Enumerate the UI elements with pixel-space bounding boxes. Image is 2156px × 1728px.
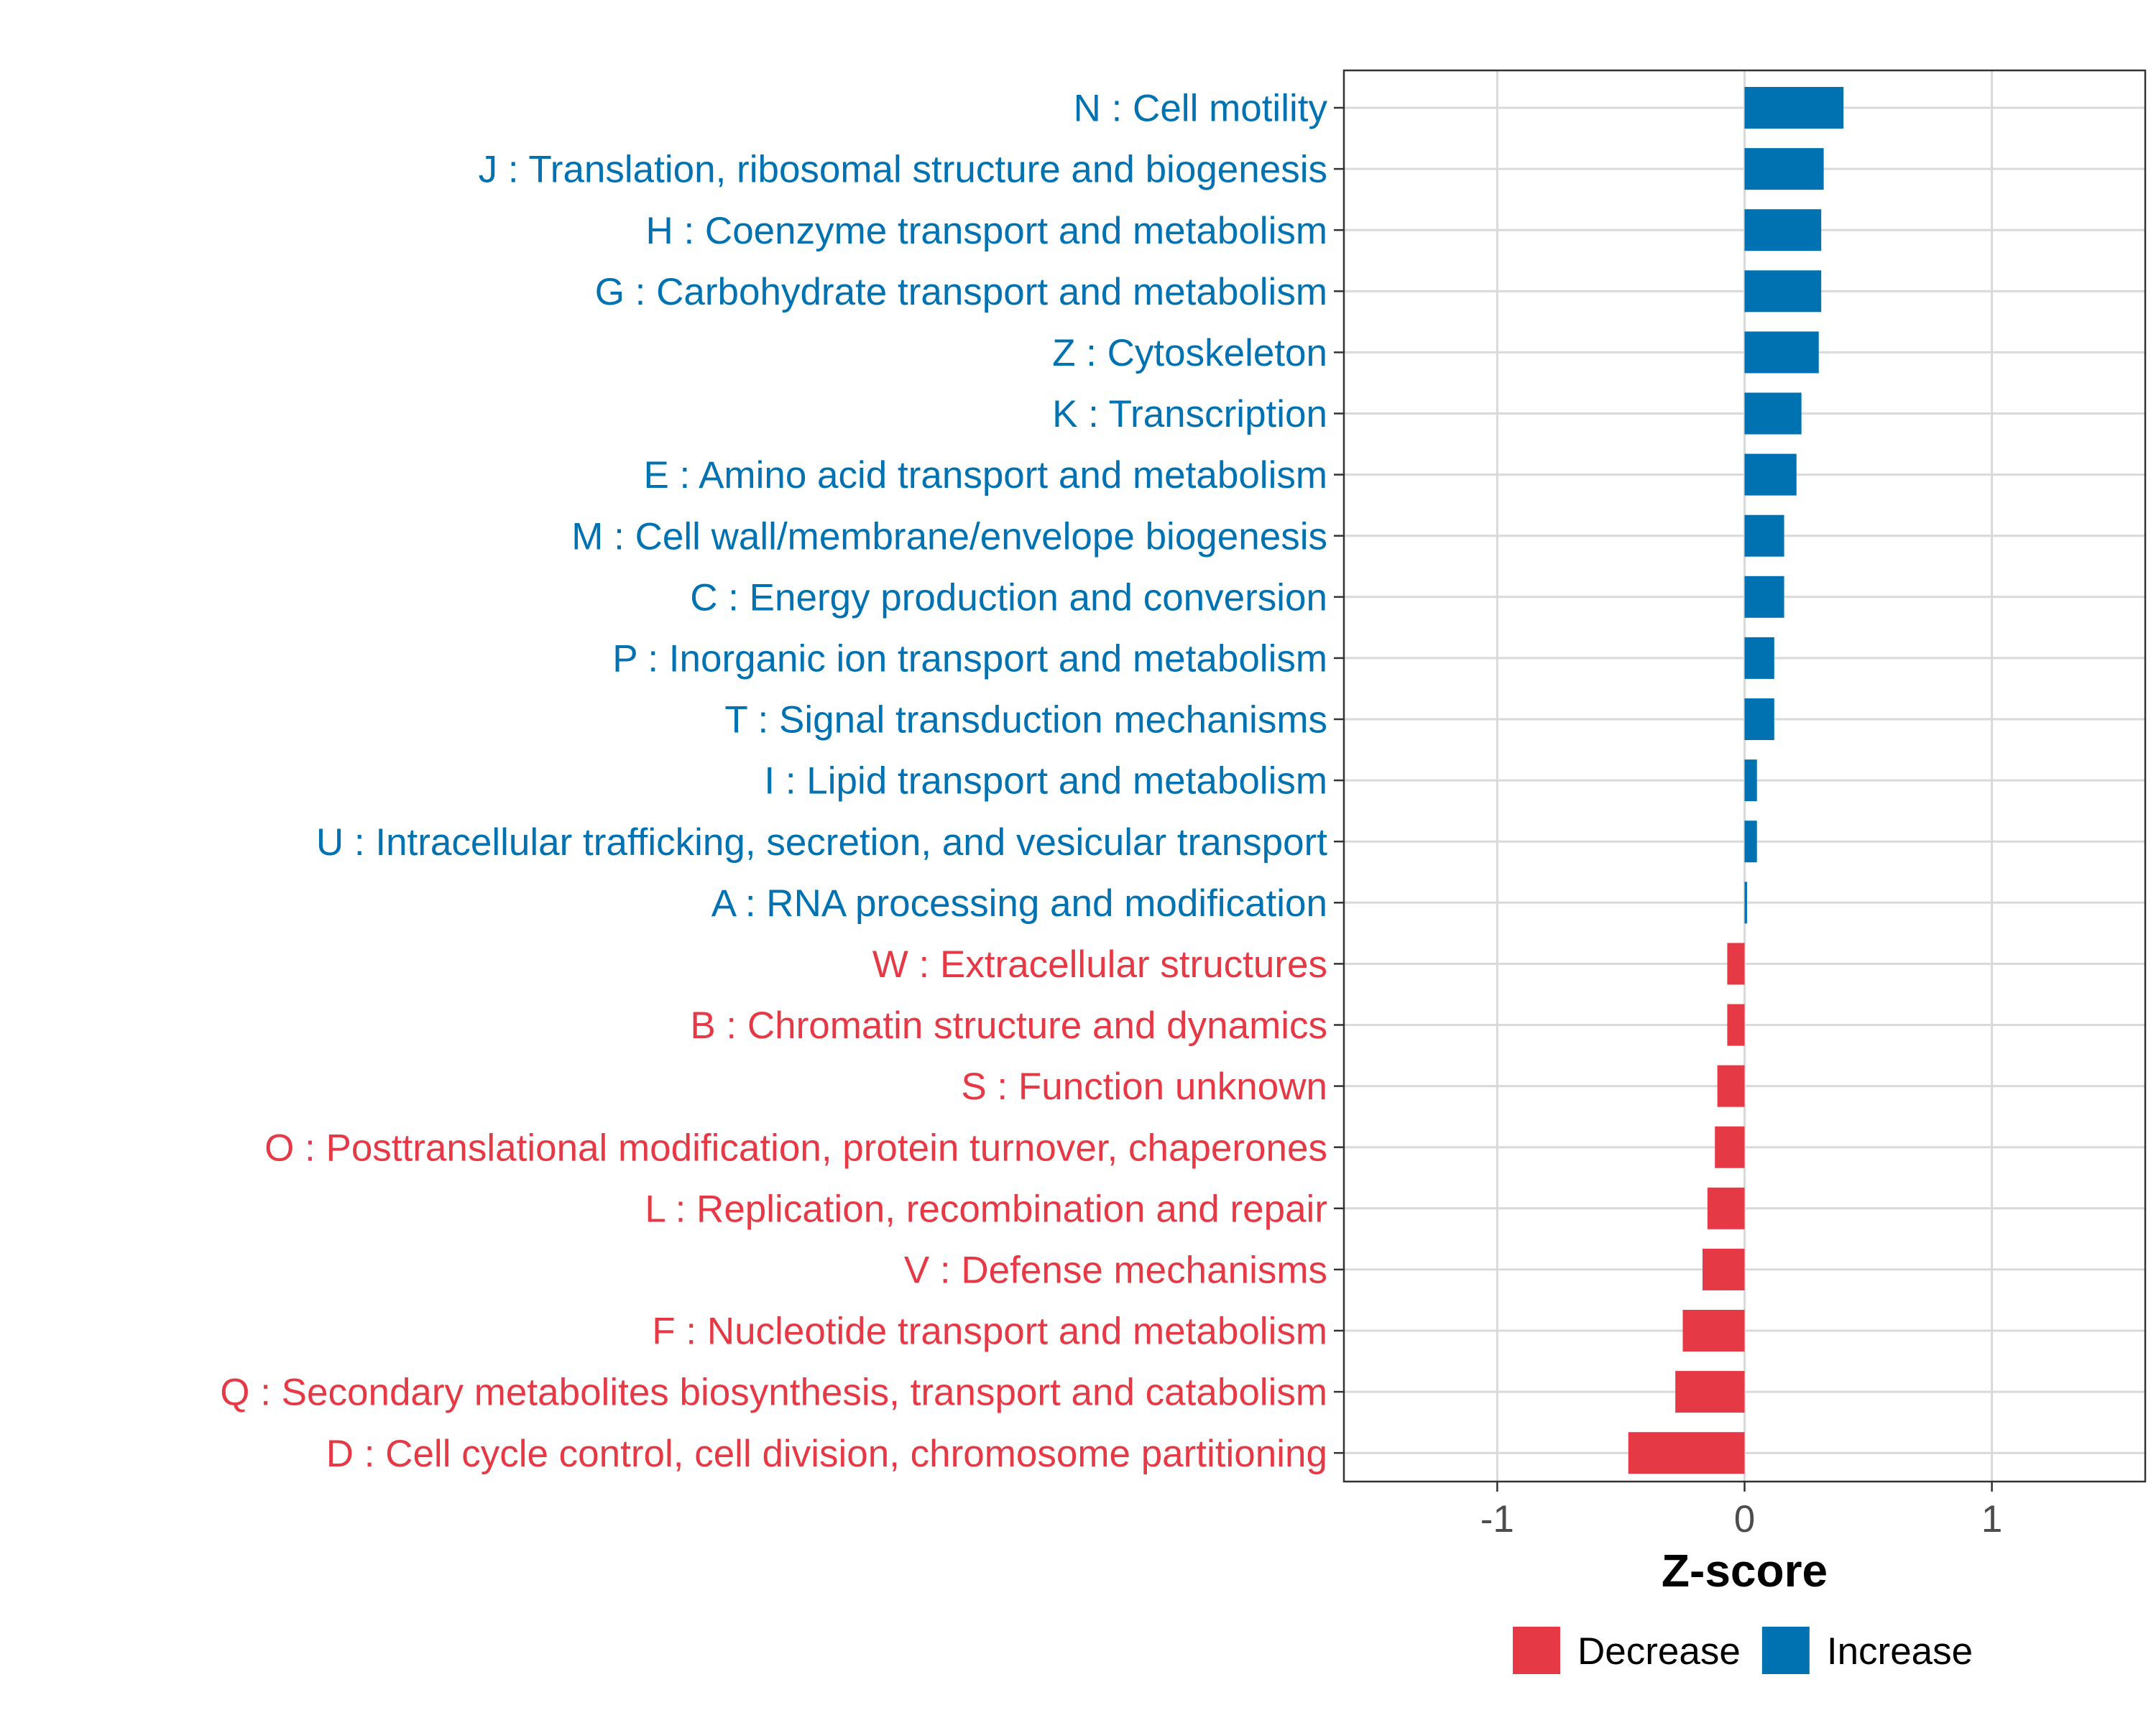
bar-increase: [1744, 87, 1844, 129]
x-axis-title: Z-score: [1662, 1545, 1828, 1597]
category-label: V : Defense mechanisms: [904, 1249, 1327, 1291]
bar-increase: [1744, 514, 1784, 557]
bar-decrease: [1727, 943, 1745, 985]
bar-increase: [1744, 882, 1747, 924]
x-tick-label: -1: [1480, 1498, 1514, 1540]
category-label: Z : Cytoskeleton: [1052, 332, 1327, 374]
category-label: W : Extracellular structures: [872, 943, 1327, 986]
bar-decrease: [1715, 1126, 1745, 1168]
category-label: G : Carbohydrate transport and metabolis…: [595, 271, 1327, 313]
bar-increase: [1744, 209, 1822, 251]
category-label: B : Chromatin structure and dynamics: [690, 1004, 1327, 1047]
category-label: S : Function unknown: [961, 1066, 1327, 1108]
category-label: Q : Secondary metabolites biosynthesis, …: [220, 1372, 1327, 1414]
bar-decrease: [1727, 1004, 1745, 1046]
category-label: O : Posttranslational modification, prot…: [264, 1127, 1327, 1169]
bar-decrease: [1707, 1187, 1745, 1229]
legend-label: Decrease: [1577, 1630, 1741, 1673]
category-label: C : Energy production and conversion: [690, 576, 1327, 619]
bar-increase: [1744, 148, 1824, 190]
bar-increase: [1744, 453, 1797, 496]
legend-swatch-decrease: [1513, 1627, 1560, 1674]
category-label: U : Intracellular trafficking, secretion…: [316, 821, 1327, 864]
y-axis-ticks: [1334, 106, 1344, 1454]
x-axis-ticks: -1 0 1: [1480, 1482, 2002, 1540]
category-label: K : Transcription: [1052, 393, 1327, 435]
x-tick-label: 0: [1734, 1498, 1755, 1540]
bar-increase: [1744, 331, 1819, 374]
category-label: D : Cell cycle control, cell division, c…: [326, 1433, 1327, 1475]
bar-increase: [1744, 759, 1757, 802]
bar-decrease: [1675, 1371, 1745, 1413]
category-label: P : Inorganic ion transport and metaboli…: [612, 637, 1327, 680]
category-label: M : Cell wall/membrane/envelope biogenes…: [571, 515, 1327, 558]
bar-increase: [1744, 821, 1757, 863]
bar-increase: [1744, 698, 1774, 740]
category-label: A : RNA processing and modification: [711, 882, 1327, 925]
bar-decrease: [1628, 1432, 1745, 1474]
bar-increase: [1744, 637, 1774, 679]
legend-swatch-increase: [1761, 1627, 1810, 1674]
category-label: I : Lipid transport and metabolism: [764, 760, 1327, 803]
category-label: J : Translation, ribosomal structure and…: [479, 149, 1327, 191]
y-axis-labels: N : Cell motility J : Translation, riboso…: [220, 88, 1327, 1475]
bar-increase: [1744, 392, 1802, 435]
category-label: E : Amino acid transport and metabolism: [643, 454, 1327, 496]
bar-increase: [1744, 270, 1822, 313]
legend: Decrease Increase: [1513, 1627, 1973, 1674]
bar-increase: [1744, 576, 1784, 618]
bar-decrease: [1702, 1248, 1745, 1290]
bars: [1628, 87, 1844, 1474]
x-tick-label: 1: [1981, 1498, 2002, 1540]
bar-decrease: [1682, 1310, 1745, 1352]
category-label: T : Signal transduction mechanisms: [724, 699, 1327, 741]
category-label: H : Coenzyme transport and metabolism: [645, 210, 1327, 252]
bar-decrease: [1717, 1065, 1745, 1107]
category-label: L : Replication, recombination and repai…: [645, 1188, 1327, 1230]
category-label: F : Nucleotide transport and metabolism: [652, 1311, 1327, 1353]
legend-label: Increase: [1827, 1630, 1973, 1673]
category-label: N : Cell motility: [1074, 88, 1328, 130]
